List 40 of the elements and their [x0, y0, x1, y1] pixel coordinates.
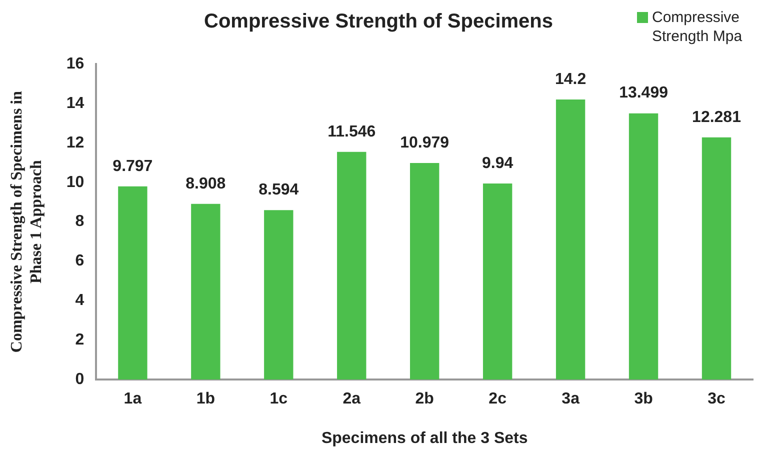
- data-label: 13.499: [619, 84, 668, 102]
- y-tick-label: 14: [66, 94, 84, 112]
- x-tick-label: 3c: [708, 390, 726, 408]
- x-tick-label: 2b: [415, 390, 434, 408]
- data-label: 9.797: [112, 158, 153, 175]
- y-tick-label: 12: [66, 134, 84, 152]
- data-label: 8.594: [258, 181, 299, 198]
- x-tick-label: 1b: [196, 390, 216, 408]
- y-tick-label: 0: [75, 371, 84, 388]
- y-axis-title: Compressive Strength of Specimens in Phase 1 Approach: [8, 90, 45, 353]
- bar: [410, 163, 440, 380]
- bar: [337, 152, 366, 380]
- data-label: 9.94: [482, 154, 514, 172]
- x-axis-title: Specimens of all the 3 Sets: [321, 430, 528, 447]
- bar: [482, 184, 512, 380]
- bar: [702, 137, 732, 380]
- x-tick-label: 3b: [634, 390, 654, 408]
- x-tick-label: 1a: [124, 390, 142, 408]
- data-label: 12.281: [692, 108, 742, 126]
- y-tick-label: 6: [75, 252, 84, 270]
- y-tick-label: 2: [75, 332, 84, 349]
- bar: [118, 186, 148, 380]
- bar: [264, 210, 294, 380]
- data-label: 11.546: [328, 123, 376, 140]
- x-tick-label: 3a: [562, 390, 580, 408]
- data-label: 14.2: [554, 70, 586, 88]
- y-tick-label: 8: [75, 213, 84, 230]
- y-tick-label: 4: [75, 292, 84, 310]
- legend-label: Compressive Strength Mpa: [652, 8, 744, 46]
- x-tick-label: 2a: [342, 390, 361, 408]
- data-label: 8.908: [186, 175, 226, 192]
- bar: [628, 113, 658, 380]
- bar: [191, 204, 220, 380]
- data-label: 10.979: [400, 134, 450, 152]
- y-tick-label: 10: [66, 174, 84, 191]
- chart-title: Compressive Strength of Specimens: [204, 10, 553, 33]
- x-tick-label: 1c: [270, 390, 288, 408]
- x-tick-label: 2c: [488, 390, 507, 408]
- bar: [556, 100, 586, 380]
- y-tick-label: 16: [66, 55, 84, 72]
